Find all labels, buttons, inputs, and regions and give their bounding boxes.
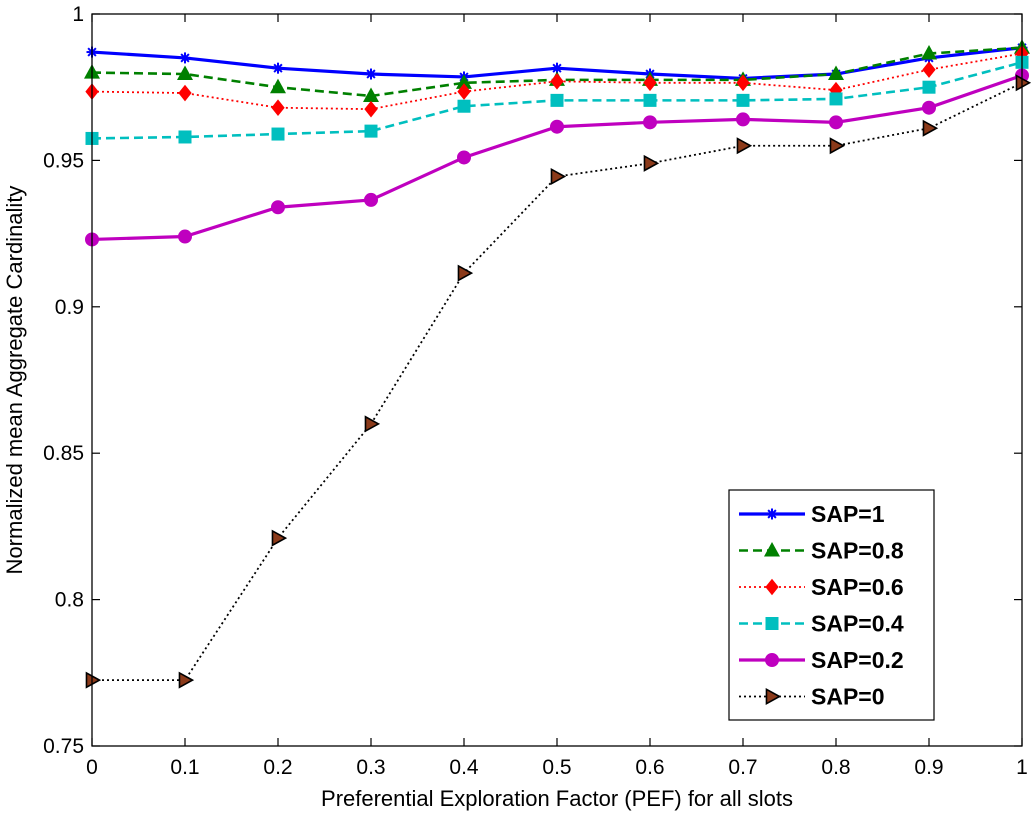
legend-swatch-marker [764, 541, 780, 557]
series-sap-0 [85, 74, 1032, 689]
x-tick-label: 0.4 [449, 756, 479, 779]
legend-swatch-marker [766, 508, 778, 520]
legend-item: SAP=0 [739, 684, 885, 710]
legend-label: SAP=1 [811, 501, 885, 527]
y-tick-label: 0.9 [55, 296, 84, 319]
data-point [85, 671, 102, 689]
x-tick-label: 0.3 [356, 756, 385, 779]
x-tick-label: 0.2 [263, 756, 292, 779]
data-point [179, 52, 191, 64]
data-point [922, 80, 936, 94]
data-point [270, 78, 286, 94]
x-tick-label: 0.9 [914, 756, 943, 779]
series-sap-0-4 [85, 55, 1029, 145]
data-point [364, 100, 378, 118]
series-sap-0-2 [85, 68, 1029, 247]
x-tick-label: 1 [1016, 756, 1028, 779]
legend-label: SAP=0.6 [811, 574, 904, 600]
data-point [643, 115, 657, 130]
ticks-layer: 0 0.1 0.2 0.3 0.4 0.5 0.6 0.7 0.8 0.9 1 0.75 0.8 0.85… [43, 3, 1028, 779]
y-axis-label: Normalized mean Aggregate Cardinality [2, 186, 27, 575]
data-point [364, 192, 378, 207]
legend-swatch-marker [765, 617, 779, 630]
data-point [736, 74, 750, 92]
legend-label: SAP=0 [811, 684, 885, 710]
legend-swatch-marker [765, 687, 782, 706]
data-point [550, 168, 567, 186]
y-tick-label: 0.95 [43, 149, 84, 172]
data-point [271, 99, 285, 116]
data-point [457, 150, 471, 165]
data-point [365, 68, 377, 80]
data-point [643, 74, 657, 92]
legend-label: SAP=0.4 [811, 611, 904, 637]
data-point [364, 124, 378, 138]
data-point [736, 137, 753, 155]
legend-item: SAP=0.8 [739, 538, 904, 564]
data-point [922, 61, 936, 78]
data-point [178, 130, 192, 144]
data-point [550, 119, 564, 134]
data-point [550, 73, 564, 90]
legend-item: SAP=0.6 [739, 574, 904, 600]
legend-swatch-marker [765, 578, 779, 596]
y-tick-label: 0.75 [43, 735, 84, 758]
series-line [91, 52, 1023, 111]
y-tick-label: 0.85 [43, 442, 84, 465]
data-point [829, 137, 846, 155]
legend-box [728, 489, 935, 721]
data-point [829, 92, 843, 106]
legend-item: SAP=0.4 [739, 611, 904, 637]
data-point [828, 65, 844, 81]
x-tick-label: 0.5 [542, 756, 571, 779]
x-tick-label: 0 [86, 756, 98, 779]
legend-label: SAP=0.2 [811, 647, 904, 673]
data-point [922, 100, 936, 115]
data-point [457, 264, 474, 282]
y-tick-label: 0.8 [55, 589, 84, 612]
data-point [736, 93, 750, 107]
legend-item: SAP=1 [739, 501, 885, 527]
data-point [829, 115, 843, 130]
data-point [177, 65, 193, 81]
legend-label: SAP=0.8 [811, 538, 904, 564]
data-point [178, 84, 192, 102]
x-tick-label: 0.8 [821, 756, 850, 779]
data-point [921, 45, 937, 60]
series-layer [84, 39, 1032, 689]
x-tick-label: 0.1 [170, 756, 199, 779]
data-point [736, 112, 750, 127]
data-point [178, 671, 195, 689]
data-point [550, 93, 564, 107]
data-point [457, 83, 471, 100]
legend: SAP=1 SAP=0.8 SAP=0.6 SAP=0.4 SAP=0.2 SAP=0 [728, 489, 935, 721]
y-tick-label: 1 [72, 3, 84, 26]
data-point [272, 62, 284, 74]
x-tick-label: 0.7 [728, 756, 757, 779]
data-point [271, 529, 288, 547]
data-point [457, 99, 471, 113]
legend-swatch-marker [765, 653, 779, 667]
data-point [643, 93, 657, 107]
x-axis-label: Preferential Exploration Factor (PEF) fo… [321, 786, 793, 811]
data-point [271, 200, 285, 215]
data-point [178, 229, 192, 244]
data-point [364, 415, 381, 433]
legend-item: SAP=0.2 [739, 647, 904, 673]
data-point [643, 154, 660, 172]
x-tick-label: 0.6 [635, 756, 664, 779]
data-point [1015, 74, 1032, 92]
data-point [271, 127, 285, 141]
data-point [922, 119, 939, 137]
